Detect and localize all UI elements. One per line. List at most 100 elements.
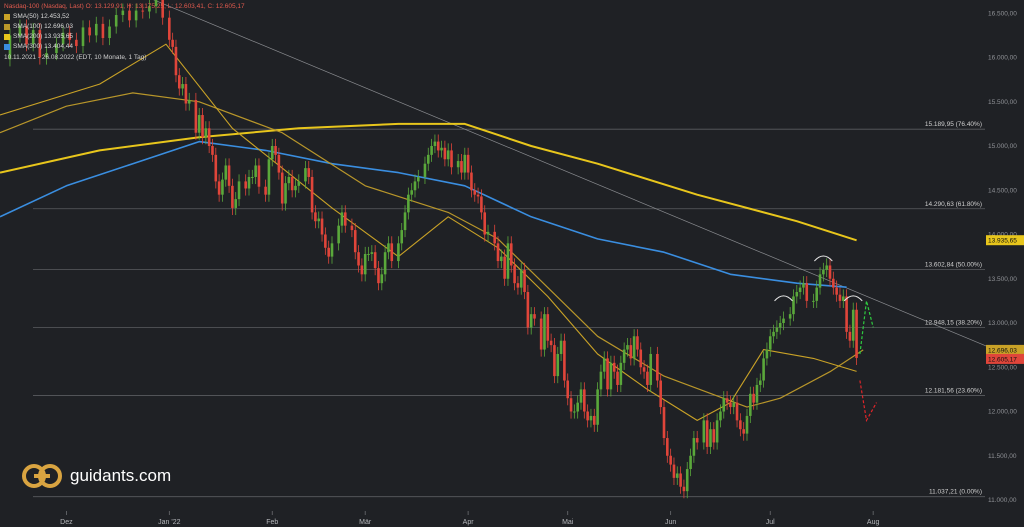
candle-body xyxy=(835,287,838,295)
candle-body xyxy=(174,46,178,76)
candle-body xyxy=(732,402,736,408)
candle-body xyxy=(25,26,28,45)
sma50-label: SMA(50) 12.453,52 xyxy=(13,13,70,20)
candle-body xyxy=(476,194,480,197)
candle-body xyxy=(722,398,726,412)
candle-body xyxy=(456,161,460,168)
candle-body xyxy=(486,231,490,235)
candle-body xyxy=(775,327,779,332)
candle-body xyxy=(483,212,487,235)
guidants-logo: guidants.com xyxy=(20,462,171,490)
candle-body xyxy=(330,243,334,257)
candle-body xyxy=(94,23,98,36)
candle-body xyxy=(148,6,151,12)
candle-body xyxy=(765,349,769,359)
candle-body xyxy=(666,438,669,456)
candle-body xyxy=(433,141,437,146)
candle-body xyxy=(88,27,91,36)
candle-body xyxy=(616,371,619,385)
candle-body xyxy=(669,455,672,465)
candle-body xyxy=(161,0,164,18)
candle-body xyxy=(496,243,500,262)
candle-body xyxy=(426,154,430,164)
candle-body xyxy=(307,168,311,177)
candle-body xyxy=(287,176,291,184)
candle-body xyxy=(274,146,277,155)
candle-body xyxy=(237,181,241,200)
candle-body xyxy=(556,353,560,377)
fib-label: 15.189,95 (76.40%) xyxy=(925,121,982,128)
candle-body xyxy=(177,75,181,89)
candle-body xyxy=(480,196,483,213)
candle-body xyxy=(284,183,287,204)
candle-body xyxy=(639,349,643,368)
pattern-arc xyxy=(813,255,833,262)
candle-body xyxy=(649,353,653,385)
price-tag-box xyxy=(986,235,1024,246)
candle-body xyxy=(403,212,407,231)
candle-body xyxy=(742,429,745,434)
legend-sma200: SMA(200) 13.935,65 xyxy=(4,32,245,42)
candle-body xyxy=(244,181,247,189)
candle-body xyxy=(563,340,566,381)
fib-label: 13.602,84 (50.00%) xyxy=(925,262,982,269)
candle-body xyxy=(702,420,706,443)
candle-body xyxy=(612,362,616,372)
candle-body xyxy=(430,146,433,155)
candle-body xyxy=(855,309,858,358)
candle-body xyxy=(772,331,775,337)
pattern-arc xyxy=(843,295,863,302)
candle-body xyxy=(715,420,719,443)
candle-body xyxy=(493,231,496,244)
candle-body xyxy=(782,318,785,323)
candle-body xyxy=(280,172,284,204)
candle-body xyxy=(194,99,198,133)
x-tick-label: Dez xyxy=(60,519,73,526)
candle-body xyxy=(719,411,722,421)
candle-body xyxy=(257,165,261,187)
candle-body xyxy=(838,294,842,301)
candle-body xyxy=(114,15,118,27)
candle-body xyxy=(513,265,516,284)
candle-body xyxy=(818,274,822,288)
candle-body xyxy=(377,268,380,284)
candle-body xyxy=(231,185,234,208)
candle-body xyxy=(380,274,384,284)
candle-body xyxy=(543,314,546,350)
x-tick-label: Aug xyxy=(867,519,880,526)
candle-body xyxy=(310,176,314,213)
candle-body xyxy=(735,402,739,421)
candle-body xyxy=(304,168,307,182)
candle-body xyxy=(423,163,427,177)
candle-body xyxy=(440,147,443,151)
candle-body xyxy=(294,185,297,191)
price-tag-box xyxy=(986,353,1024,364)
candle-body xyxy=(602,358,606,372)
y-tick-label: 16.000,00 xyxy=(988,55,1017,62)
candle-body xyxy=(68,32,72,40)
candle-body xyxy=(509,243,513,266)
candle-body xyxy=(828,265,832,279)
candle-body xyxy=(851,309,855,341)
candle-body xyxy=(689,455,692,470)
pattern-arc xyxy=(774,295,793,302)
legend-sma100: SMA(100) 12.696,03 xyxy=(4,22,245,32)
candle-body xyxy=(662,407,666,439)
candle-body xyxy=(539,318,543,350)
candle-body xyxy=(519,269,523,288)
candle-body xyxy=(367,253,370,255)
candle-body xyxy=(234,199,238,208)
candle-body xyxy=(675,473,679,478)
candle-body xyxy=(589,415,593,421)
candle-body xyxy=(207,128,211,146)
candle-body xyxy=(197,115,201,133)
candle-body xyxy=(251,176,254,178)
candle-body xyxy=(500,256,503,262)
candle-body xyxy=(264,186,267,195)
candle-body xyxy=(75,39,78,46)
candle-body xyxy=(390,243,394,262)
candle-body xyxy=(61,32,65,45)
candle-body xyxy=(460,161,463,173)
candle-body xyxy=(327,247,330,257)
